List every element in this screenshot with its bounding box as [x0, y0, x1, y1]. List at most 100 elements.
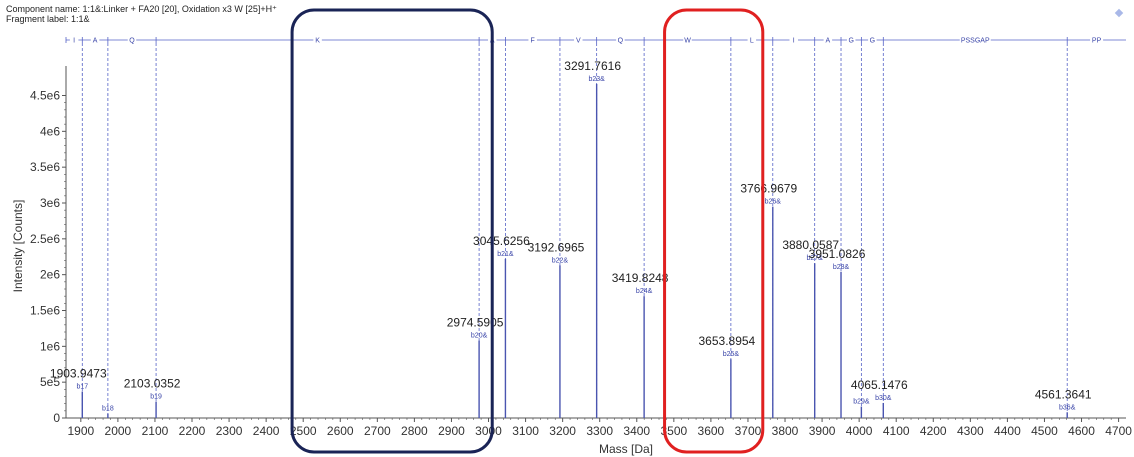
- residue-label: L: [750, 38, 754, 45]
- peak-ion-label: b24&: [636, 288, 653, 295]
- y-axis-title: Intensity [Counts]: [11, 200, 25, 293]
- peak-mass-label: 3653.8954: [699, 334, 756, 348]
- residue-label-bg: [127, 37, 137, 43]
- residue-label-bg: [1090, 37, 1104, 43]
- residue-label: Q: [129, 38, 135, 45]
- y-tick-label: 3e6: [40, 196, 60, 210]
- highlight-boxes: [290, 8, 765, 454]
- x-tick-label: 4600: [1068, 424, 1095, 438]
- y-tick-label: 3.5e6: [30, 160, 60, 174]
- peak-ion-label: b28&: [833, 264, 850, 271]
- residue-label-bg: [747, 37, 757, 43]
- y-tick-label: 0: [53, 411, 60, 425]
- residue-label-bg: [574, 37, 583, 43]
- residue-label: W: [684, 38, 691, 45]
- y-tick-label: 4.5e6: [30, 89, 60, 103]
- residue-label: F: [531, 38, 535, 45]
- x-tick-label: 3700: [735, 424, 762, 438]
- residue-label-bg: [528, 37, 537, 43]
- x-tick-label: 2900: [438, 424, 465, 438]
- y-tick-label: 5e5: [40, 375, 60, 389]
- peak-mass-label: 4065.1476: [851, 378, 908, 392]
- residue-label-bg: [868, 37, 877, 43]
- peak-ion-label: b22&: [552, 257, 569, 264]
- residue-label-bg: [90, 37, 100, 43]
- residue-label: G: [848, 38, 853, 45]
- y-tick-label: 2e6: [40, 268, 60, 282]
- residue-label-bg: [959, 37, 991, 43]
- peak-ion-label: b36&: [1059, 404, 1076, 411]
- x-tick-label: 2100: [142, 424, 169, 438]
- x-tick-label: 1900: [67, 424, 94, 438]
- peak-ion-label: b21&: [497, 251, 514, 258]
- x-tick-label: 3100: [512, 424, 539, 438]
- residue-label: PSSGAP: [961, 38, 990, 45]
- peak-mass-label: 4561.3641: [1035, 387, 1092, 401]
- residue-label-bg: [616, 37, 625, 43]
- peak-ion-label: b20&: [471, 333, 488, 340]
- peak-ion-label: b29&: [853, 399, 870, 406]
- peak-ion-label: b19: [150, 394, 162, 401]
- axes: 0 5e5 1e6 1.5e6 2e6 2.5e6 3e6 3.5e6 4e6 4.5e6 1900…: [30, 66, 1132, 438]
- x-tick-label: 3800: [772, 424, 799, 438]
- residue-label-bg: [313, 37, 322, 43]
- y-tick-label: 2.5e6: [30, 232, 60, 246]
- x-tick-label: 2500: [290, 424, 317, 438]
- x-tick-label: 3000: [475, 424, 502, 438]
- x-tick-label: 4200: [920, 424, 947, 438]
- peak-mass-label: 1903.9473: [50, 366, 107, 380]
- y-tick-label: 4e6: [40, 124, 60, 138]
- residue-label-bg: [69, 37, 79, 43]
- peak-ion-label: b23&: [588, 76, 605, 83]
- residue-label-bg: [846, 37, 856, 43]
- x-tick-label: 3400: [623, 424, 650, 438]
- peak-ion-label: b25&: [723, 351, 740, 358]
- residue-label-bg: [823, 37, 833, 43]
- residue-label: V: [576, 38, 581, 45]
- peak-ion-label: b26&: [765, 199, 782, 206]
- peak-mass-label: 2974.5905: [447, 316, 504, 330]
- x-axis-title: Mass [Da]: [599, 442, 653, 456]
- residue-label-bg: [683, 37, 692, 43]
- x-tick-label: 3900: [809, 424, 836, 438]
- x-tick-label: 2000: [105, 424, 132, 438]
- residue-label: K: [315, 38, 320, 45]
- peak-mass-label: 2103.0352: [124, 377, 181, 391]
- peak-sticks: [81, 84, 1068, 418]
- navy-highlight-box: [290, 8, 494, 454]
- x-tick-label: 4100: [883, 424, 910, 438]
- peak-ion-label: b30&: [875, 395, 892, 402]
- x-tick-label: 2200: [179, 424, 206, 438]
- x-tick-label: 3500: [660, 424, 687, 438]
- y-tick-label: 1.5e6: [30, 304, 60, 318]
- peak-ion-label: b27&: [807, 255, 824, 262]
- residue-label: A: [826, 38, 831, 45]
- residue-label: Q: [618, 38, 624, 45]
- peak-mass-label: 3766.9679: [740, 182, 797, 196]
- x-tick-label: 4500: [1031, 424, 1058, 438]
- x-tick-label: 3300: [586, 424, 613, 438]
- fragment-guides: [81, 43, 1068, 418]
- x-tick-label: 4700: [1105, 424, 1132, 438]
- peak-ion-label: b18: [102, 406, 114, 413]
- peak-mass-label: 3419.8248: [612, 271, 669, 285]
- peak-mass-label: 3880.0587: [782, 238, 839, 252]
- x-tick-label: 4400: [994, 424, 1021, 438]
- peak-mass-label: 3045.6256: [473, 234, 530, 248]
- residue-label: I: [73, 38, 75, 45]
- peak-mass-label: 3951.0826: [809, 247, 866, 261]
- fragment-label-text: Fragment label: 1:1&: [6, 14, 90, 24]
- x-tick-label: 2300: [216, 424, 243, 438]
- residue-label-bg: [789, 37, 798, 43]
- x-tick-label: 2800: [401, 424, 428, 438]
- x-tick-label: 3600: [698, 424, 725, 438]
- residue-label: G: [870, 38, 875, 45]
- x-tick-label: 3200: [549, 424, 576, 438]
- residue-label: PP: [1092, 38, 1102, 45]
- residue-label: I: [793, 38, 795, 45]
- x-tick-label: 4000: [846, 424, 873, 438]
- red-highlight-box: [663, 8, 765, 454]
- x-tick-label: 2400: [253, 424, 280, 438]
- x-tick-label: 2700: [364, 424, 391, 438]
